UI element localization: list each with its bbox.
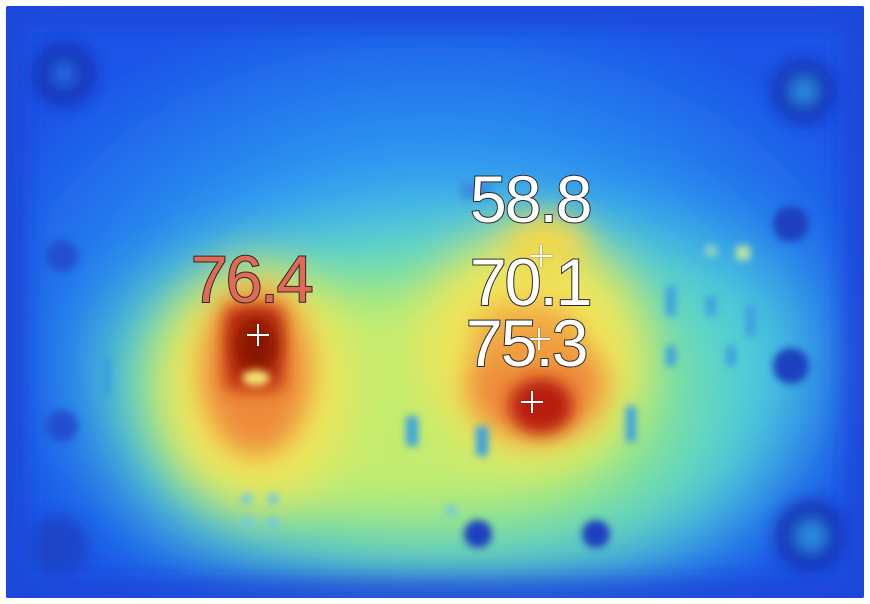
- spot-1-temperature: 76.4: [190, 242, 314, 316]
- hot-core-right: [509, 378, 573, 434]
- hot-zone-mid-orange: [471, 301, 581, 371]
- hot-core-left-inner: [234, 316, 278, 376]
- spot-3-crosshair: [528, 328, 550, 350]
- hot-core-left-highlight: [242, 370, 270, 386]
- spot-2-temperature: 58.8: [469, 162, 593, 236]
- hot-zone-top-yellow: [506, 216, 586, 276]
- component-pads: [46, 181, 809, 548]
- thermal-image: 76.4 58.8 70.1 75.3: [6, 6, 864, 598]
- thermal-heatmap: [6, 6, 864, 598]
- spot-2-crosshair: [530, 245, 552, 267]
- mounting-holes: [28, 42, 847, 576]
- spot-3-temperature: 70.1: [469, 245, 593, 319]
- spot-4-temperature: 75.3: [465, 306, 589, 380]
- spot-1-crosshair: [247, 324, 269, 346]
- spot-4-crosshair: [521, 391, 543, 413]
